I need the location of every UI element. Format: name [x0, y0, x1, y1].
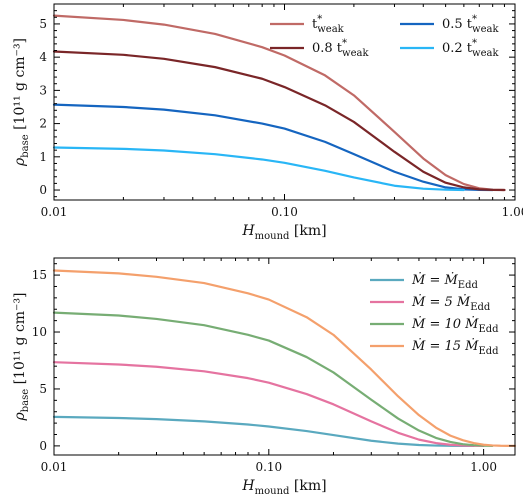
y-tick-label: 1 — [39, 150, 47, 164]
series-line-1-2 — [52, 311, 494, 447]
axes-frame-0 — [53, 3, 516, 201]
y-tick-label: 15 — [32, 268, 47, 282]
y-tick-label: 4 — [39, 50, 47, 64]
legend-0: t* weak 0.5 t* weak 0.8 t* weak 0.2 t* weak — [270, 14, 499, 59]
y-tick-label: 0 — [39, 439, 47, 453]
top-chart-panel: 0.01 0.10 1.00 0 1 2 3 4 5 Hmound [km] ρbase [10¹¹… — [12, 3, 523, 242]
y-tick-label: 3 — [39, 83, 47, 97]
series-line-0-1 — [52, 103, 494, 192]
legend-label: Ṁ = 5 ṀEdd — [411, 293, 491, 313]
y-tick-label: 5 — [39, 17, 47, 31]
series-line-0-2 — [52, 50, 506, 192]
x-tick-label: 0.10 — [255, 460, 282, 474]
legend-label: 0.2 t* weak — [442, 38, 499, 59]
axes-frame-1 — [53, 257, 516, 456]
series-line-1-3 — [52, 269, 517, 447]
series-line-1-0 — [52, 415, 475, 447]
y-tick-label: 10 — [32, 325, 47, 339]
x-tick-label: 1.00 — [502, 205, 523, 219]
y-axis-label: ρbase [10¹¹ g cm⁻³] — [12, 292, 31, 421]
legend-label: Ṁ = ṀEdd — [411, 271, 478, 291]
legend-label: t* weak — [312, 14, 345, 35]
legend-label: 0.5 t* weak — [442, 14, 499, 35]
legend-label: Ṁ = 10 ṀEdd — [411, 315, 499, 335]
series-line-0-3 — [52, 146, 465, 192]
y-tick-label: 0 — [39, 183, 47, 197]
x-tick-label: 1.00 — [470, 460, 497, 474]
y-axis-label: ρbase [10¹¹ g cm⁻³] — [12, 38, 31, 167]
legend-label: 0.8 t* weak — [312, 38, 369, 59]
x-tick-label: 0.01 — [41, 205, 68, 219]
x-axis-label: Hmound [km] — [241, 223, 326, 242]
y-tick-label: 5 — [39, 382, 47, 396]
x-tick-label: 0.01 — [41, 460, 68, 474]
legend-label: Ṁ = 15 ṀEdd — [411, 337, 499, 357]
x-tick-label: 0.10 — [271, 205, 298, 219]
y-tick-label: 2 — [39, 117, 47, 131]
bottom-chart-panel: 0.01 0.10 1.00 0 5 10 15 Hmound [km] ρbase [10¹¹… — [12, 257, 517, 497]
series-line-0-0 — [52, 14, 506, 192]
x-axis-label: Hmound [km] — [241, 478, 326, 497]
series-line-1-1 — [52, 361, 485, 447]
